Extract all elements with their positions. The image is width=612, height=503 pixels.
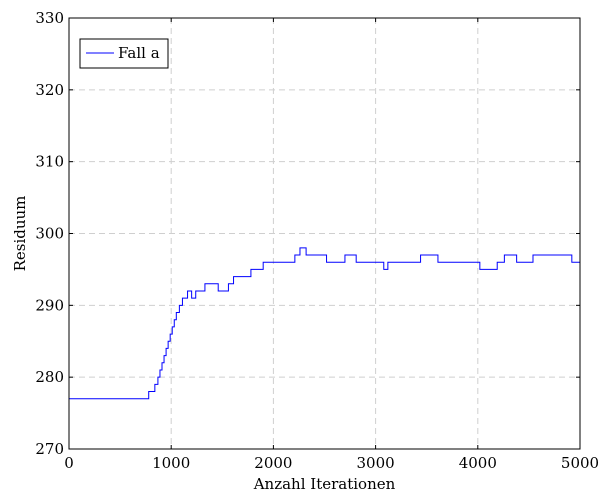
x-tick-label: 4000 [459,454,497,472]
x-tick-label: 3000 [357,454,395,472]
legend-label-fall-a: Fall a [118,44,160,62]
y-tick-label: 280 [35,368,64,386]
y-tick-label: 270 [35,440,64,458]
y-axis-title: Residuum [11,196,29,272]
x-axis-title: Anzahl Iterationen [253,475,396,493]
grid-lines [68,17,581,450]
x-tick-label: 1000 [152,454,190,472]
series-layer [69,247,580,400]
plot-frame [68,17,581,450]
tick-labels: 0 1000 2000 3000 4000 5000 270 280 290 300 310 320 3… [35,9,599,472]
series-line-0 [69,247,580,400]
y-tick-label: 330 [35,9,64,27]
x-tick-label: 0 [64,454,74,472]
legend: Fall a [79,38,169,69]
x-tick-label: 5000 [561,454,599,472]
y-tick-label: 290 [35,296,64,314]
x-tick-label: 2000 [254,454,292,472]
y-tick-label: 300 [35,225,64,243]
y-tick-label: 320 [35,81,64,99]
y-tick-label: 310 [35,153,64,171]
